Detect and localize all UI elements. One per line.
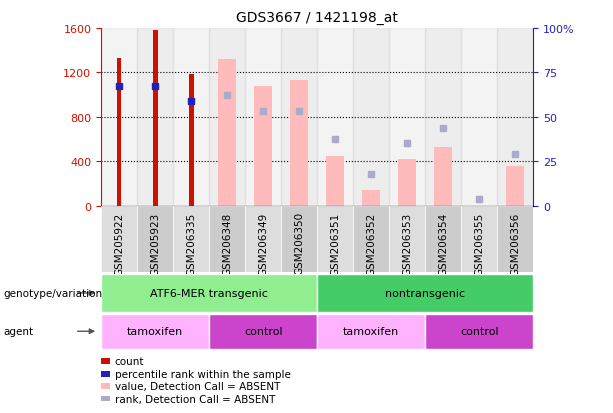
- Bar: [389, 29, 425, 206]
- Bar: [173, 206, 209, 273]
- Bar: [153, 31, 158, 206]
- Bar: [353, 29, 389, 206]
- Bar: [318, 29, 353, 206]
- Text: GSM206355: GSM206355: [474, 212, 484, 275]
- Bar: [497, 29, 533, 206]
- Text: GSM206356: GSM206356: [510, 212, 520, 275]
- Bar: [353, 206, 389, 273]
- Bar: [318, 275, 533, 312]
- Bar: [318, 314, 425, 349]
- Bar: [434, 148, 452, 206]
- Bar: [101, 314, 209, 349]
- Bar: [173, 29, 209, 206]
- Text: GSM205922: GSM205922: [114, 212, 124, 275]
- Bar: [389, 206, 425, 273]
- Bar: [137, 206, 173, 273]
- Text: nontransgenic: nontransgenic: [385, 288, 465, 298]
- Bar: [254, 87, 272, 206]
- Bar: [425, 206, 461, 273]
- Text: agent: agent: [3, 326, 33, 337]
- Text: tamoxifen: tamoxifen: [127, 326, 183, 337]
- Text: GSM206352: GSM206352: [366, 212, 376, 275]
- Text: GSM206350: GSM206350: [294, 212, 304, 275]
- Bar: [218, 60, 236, 206]
- Bar: [209, 206, 245, 273]
- Bar: [290, 81, 308, 206]
- Text: GSM206348: GSM206348: [222, 212, 232, 275]
- Text: value, Detection Call = ABSENT: value, Detection Call = ABSENT: [115, 381, 280, 391]
- Text: GSM205923: GSM205923: [150, 212, 160, 275]
- Text: GSM206354: GSM206354: [438, 212, 448, 275]
- Bar: [245, 29, 281, 206]
- Text: GSM206349: GSM206349: [258, 212, 268, 275]
- Text: count: count: [115, 356, 144, 366]
- Bar: [425, 29, 461, 206]
- Bar: [362, 191, 380, 206]
- Bar: [101, 275, 318, 312]
- Bar: [398, 160, 416, 206]
- Bar: [425, 314, 533, 349]
- Bar: [209, 314, 318, 349]
- Text: control: control: [244, 326, 283, 337]
- Bar: [101, 29, 137, 206]
- Bar: [117, 59, 121, 206]
- Title: GDS3667 / 1421198_at: GDS3667 / 1421198_at: [236, 11, 398, 25]
- Text: ATF6-MER transgenic: ATF6-MER transgenic: [150, 288, 268, 298]
- Text: percentile rank within the sample: percentile rank within the sample: [115, 369, 291, 379]
- Bar: [101, 206, 137, 273]
- Text: GSM206351: GSM206351: [330, 212, 340, 275]
- Text: genotype/variation: genotype/variation: [3, 288, 102, 298]
- Bar: [189, 74, 194, 206]
- Bar: [209, 29, 245, 206]
- Bar: [281, 29, 318, 206]
- Bar: [137, 29, 173, 206]
- Text: rank, Detection Call = ABSENT: rank, Detection Call = ABSENT: [115, 394, 275, 404]
- Bar: [506, 166, 524, 206]
- Bar: [497, 206, 533, 273]
- Bar: [245, 206, 281, 273]
- Bar: [461, 206, 497, 273]
- Bar: [461, 29, 497, 206]
- Text: GSM206353: GSM206353: [402, 212, 413, 275]
- Bar: [326, 157, 345, 206]
- Text: GSM206335: GSM206335: [186, 212, 196, 275]
- Bar: [281, 206, 318, 273]
- Text: tamoxifen: tamoxifen: [343, 326, 400, 337]
- Bar: [318, 206, 353, 273]
- Text: control: control: [460, 326, 498, 337]
